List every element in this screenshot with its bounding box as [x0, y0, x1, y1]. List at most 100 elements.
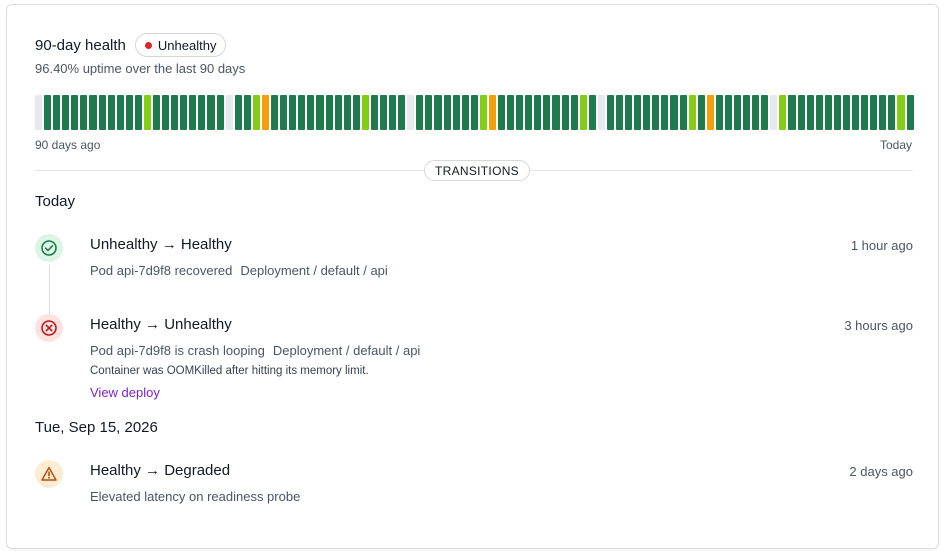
uptime-day-bar[interactable]	[98, 95, 106, 130]
uptime-day-bar[interactable]	[271, 95, 279, 130]
uptime-day-bar[interactable]	[670, 95, 678, 130]
transition-event: Unhealthy → Healthy 1 hour ago Pod api-7…	[35, 234, 913, 290]
uptime-day-bar[interactable]	[579, 95, 587, 130]
uptime-day-bar[interactable]	[162, 95, 170, 130]
uptime-day-bar[interactable]	[280, 95, 288, 130]
uptime-day-bar[interactable]	[116, 95, 124, 130]
uptime-day-bar[interactable]	[379, 95, 388, 130]
uptime-day-bar[interactable]	[153, 95, 161, 130]
uptime-day-bar[interactable]	[797, 95, 805, 130]
uptime-day-bar[interactable]	[561, 95, 569, 130]
uptime-day-bar[interactable]	[806, 95, 814, 130]
uptime-day-bar[interactable]	[616, 95, 624, 130]
uptime-day-bar[interactable]	[761, 95, 769, 130]
uptime-day-bar[interactable]	[752, 95, 760, 130]
uptime-day-bar[interactable]	[715, 95, 723, 130]
uptime-day-bar[interactable]	[225, 95, 233, 130]
uptime-day-bar[interactable]	[815, 95, 823, 130]
uptime-day-bar[interactable]	[80, 95, 88, 130]
uptime-day-bar[interactable]	[706, 95, 714, 130]
uptime-day-bar[interactable]	[334, 95, 342, 130]
uptime-day-bar[interactable]	[479, 95, 487, 130]
uptime-day-bar[interactable]	[516, 95, 524, 130]
uptime-day-bar[interactable]	[452, 95, 460, 130]
uptime-day-bar[interactable]	[779, 95, 787, 130]
uptime-day-bar[interactable]	[252, 95, 260, 130]
uptime-day-bar[interactable]	[370, 95, 378, 130]
uptime-day-bar[interactable]	[389, 95, 397, 130]
uptime-day-bar[interactable]	[198, 95, 206, 130]
uptime-day-bar[interactable]	[352, 95, 360, 130]
uptime-day-bar[interactable]	[788, 95, 796, 130]
uptime-day-bar[interactable]	[461, 95, 469, 130]
view-deploy-link[interactable]: View deploy	[90, 385, 160, 400]
uptime-day-bar[interactable]	[833, 95, 841, 130]
uptime-day-bar[interactable]	[143, 95, 152, 130]
uptime-day-bar[interactable]	[570, 95, 578, 130]
uptime-day-bar[interactable]	[897, 95, 905, 130]
uptime-day-bar[interactable]	[534, 95, 542, 130]
uptime-day-bar[interactable]	[643, 95, 651, 130]
uptime-day-bar[interactable]	[734, 95, 742, 130]
uptime-day-bar[interactable]	[488, 95, 496, 130]
uptime-day-bar[interactable]	[588, 95, 596, 130]
uptime-day-bar[interactable]	[44, 95, 52, 130]
uptime-day-bar[interactable]	[416, 95, 424, 130]
uptime-day-bar[interactable]	[361, 95, 369, 130]
uptime-day-bar[interactable]	[398, 95, 406, 130]
uptime-day-bar[interactable]	[525, 95, 533, 130]
uptime-day-bar[interactable]	[743, 95, 751, 130]
uptime-day-bar[interactable]	[679, 95, 687, 130]
uptime-day-bar[interactable]	[443, 95, 451, 130]
uptime-day-bar[interactable]	[207, 95, 215, 130]
uptime-day-bar[interactable]	[770, 95, 778, 130]
uptime-day-bar[interactable]	[298, 95, 306, 130]
uptime-day-bar[interactable]	[289, 95, 297, 130]
uptime-day-bar[interactable]	[552, 95, 560, 130]
uptime-day-bar[interactable]	[243, 95, 251, 130]
uptime-day-bar[interactable]	[606, 95, 614, 130]
uptime-day-bar[interactable]	[53, 95, 61, 130]
uptime-day-bar[interactable]	[134, 95, 142, 130]
uptime-day-bar[interactable]	[724, 95, 733, 130]
uptime-day-bar[interactable]	[543, 95, 551, 130]
uptime-day-bar[interactable]	[652, 95, 660, 130]
uptime-day-bar[interactable]	[634, 95, 642, 130]
uptime-day-bar[interactable]	[852, 95, 860, 130]
uptime-day-bar[interactable]	[470, 95, 478, 130]
uptime-day-bar[interactable]	[171, 95, 179, 130]
uptime-day-bar[interactable]	[216, 95, 224, 130]
uptime-day-bar[interactable]	[879, 95, 887, 130]
uptime-day-bar[interactable]	[180, 95, 188, 130]
uptime-day-bar[interactable]	[906, 95, 914, 130]
uptime-day-bar[interactable]	[888, 95, 896, 130]
transition-event: Healthy → Degraded 2 days ago Elevated l…	[35, 460, 913, 510]
uptime-day-bar[interactable]	[71, 95, 79, 130]
uptime-day-bar[interactable]	[661, 95, 669, 130]
uptime-day-bar[interactable]	[89, 95, 97, 130]
uptime-day-bar[interactable]	[62, 95, 70, 130]
uptime-day-bar[interactable]	[316, 95, 324, 130]
uptime-day-bar[interactable]	[261, 95, 270, 130]
uptime-day-bar[interactable]	[497, 95, 506, 130]
uptime-day-bar[interactable]	[870, 95, 878, 130]
uptime-day-bar[interactable]	[434, 95, 442, 130]
uptime-day-bar[interactable]	[697, 95, 705, 130]
uptime-day-bar[interactable]	[824, 95, 832, 130]
uptime-day-bar[interactable]	[407, 95, 415, 130]
uptime-day-bar[interactable]	[125, 95, 133, 130]
uptime-day-bar[interactable]	[688, 95, 696, 130]
uptime-day-bar[interactable]	[189, 95, 197, 130]
uptime-day-bar[interactable]	[307, 95, 315, 130]
uptime-day-bar[interactable]	[107, 95, 115, 130]
uptime-day-bar[interactable]	[35, 95, 43, 130]
uptime-day-bar[interactable]	[343, 95, 351, 130]
uptime-day-bar[interactable]	[842, 95, 851, 130]
uptime-day-bar[interactable]	[425, 95, 433, 130]
uptime-day-bar[interactable]	[507, 95, 515, 130]
uptime-day-bar[interactable]	[625, 95, 633, 130]
uptime-day-bar[interactable]	[861, 95, 869, 130]
uptime-day-bar[interactable]	[234, 95, 242, 130]
uptime-day-bar[interactable]	[597, 95, 605, 130]
uptime-day-bar[interactable]	[325, 95, 333, 130]
